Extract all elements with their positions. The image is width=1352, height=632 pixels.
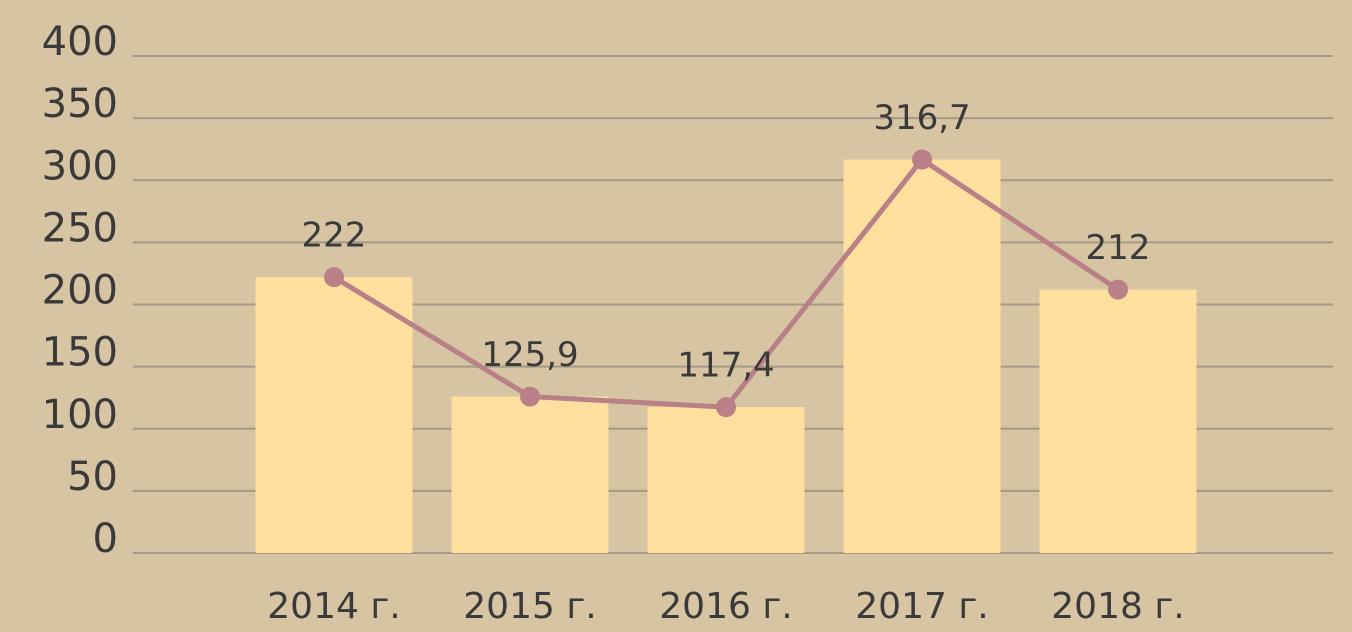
y-tick-label: 400: [42, 19, 118, 65]
x-tick-label: 2017 г.: [855, 586, 988, 627]
bar: [255, 277, 413, 553]
y-tick-label: 300: [42, 143, 118, 189]
y-tick-label: 350: [42, 81, 118, 127]
x-tick-label: 2014 г.: [267, 586, 400, 627]
y-tick-label: 150: [42, 330, 118, 376]
line-point: [716, 397, 736, 418]
data-label: 117,4: [677, 346, 774, 386]
data-label: 316,7: [873, 98, 970, 138]
line-point: [912, 149, 932, 170]
data-label: 125,9: [481, 335, 578, 375]
line-point: [324, 267, 344, 288]
bar: [647, 407, 805, 553]
x-tick-label: 2015 г.: [463, 586, 596, 627]
line-point: [520, 386, 540, 407]
y-tick-label: 200: [42, 268, 118, 314]
bar: [451, 396, 609, 553]
y-tick-label: 250: [42, 205, 118, 251]
y-tick-label: 50: [67, 454, 118, 500]
data-label: 222: [302, 216, 367, 256]
y-tick-label: 100: [42, 392, 118, 438]
line-point: [1108, 279, 1128, 300]
bar: [1039, 289, 1197, 553]
data-label: 212: [1086, 228, 1151, 268]
x-tick-label: 2018 г.: [1051, 586, 1184, 627]
y-tick-label: 0: [93, 516, 118, 562]
bar: [843, 159, 1001, 553]
x-tick-label: 2016 г.: [659, 586, 792, 627]
